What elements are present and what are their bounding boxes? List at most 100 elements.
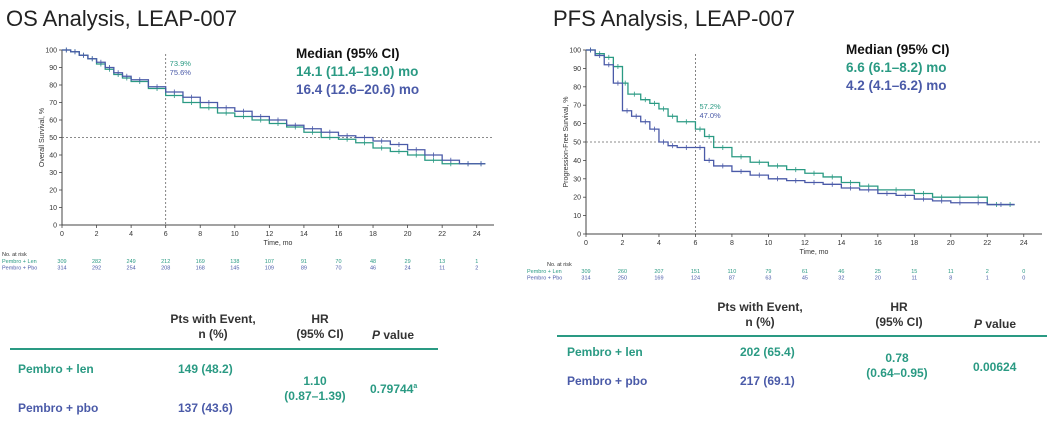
pfs-risk-value: 124 [691,276,700,282]
os-events-header-line1: Pts with Event, [170,312,256,326]
pfs-median-header: Median (95% CI) [846,42,950,57]
os-pvalue-header: P value [372,328,415,342]
pfs-row-len-events: 202 (65.4) [740,345,795,359]
pfs-row-pbo-events: 217 (69.1) [740,374,795,388]
pfs-curve-pbo [586,49,1015,206]
os-ytick-label: 90 [49,65,57,72]
os-xtick-label: 16 [335,231,343,238]
os-ytick-label: 60 [49,118,57,125]
pfs-risk-value: 20 [875,276,881,282]
os-hr-ci: (0.87–1.39) [284,389,346,403]
os-risk-row-label: Pembro + Pbo [2,266,37,272]
os-ytick-label: 30 [49,170,57,177]
pfs-landmark-label: 57.2% [699,102,721,111]
pfs-risk-value: 0 [1022,269,1025,275]
pfs-hr-value: 0.78 (0.64–0.95) [847,351,947,381]
pfs-risk-value: 309 [581,269,590,275]
pfs-table-rule [557,335,1047,337]
os-ytick-label: 10 [49,205,57,212]
os-ytick-label: 0 [53,223,57,230]
os-xtick-label: 18 [369,231,377,238]
os-pvalue: 0.79744a [370,382,417,396]
os-risk-value: 11 [439,266,445,272]
pfs-risk-value: 2 [986,269,989,275]
pfs-ytick-label: 10 [573,213,581,220]
pfs-risk-value: 79 [765,269,771,275]
pfs-risk-value: 46 [838,269,844,275]
os-risk-value: 29 [405,259,411,265]
os-hr-header-line1: HR [311,312,329,326]
os-ytick-label: 40 [49,153,57,160]
pfs-risk-row-label: Pembro + Len [527,269,562,275]
pfs-pvalue-header-text: value [982,317,1017,331]
os-risk-value: 138 [230,259,239,265]
pfs-risk-value: 32 [838,276,844,282]
pfs-ytick-label: 0 [577,232,581,239]
os-xtick-label: 6 [164,231,168,238]
os-risk-value: 70 [335,259,341,265]
pfs-ytick-label: 90 [573,66,581,73]
pfs-risk-value: 25 [875,269,881,275]
pfs-median-len: 6.6 (6.1–8.2) mo [846,60,947,75]
pfs-pvalue: 0.00624 [973,360,1016,374]
os-curve-pbo [62,49,486,165]
pfs-ytick-label: 40 [573,158,581,165]
pfs-pvalue-header: P value [974,317,1017,331]
os-risk-value: 109 [265,266,274,272]
os-row-len-label: Pembro + len [18,362,94,376]
os-xtick-label: 22 [438,231,446,238]
pfs-analysis-panel: PFS Analysis, LEAP-007 0 10 20 30 40 50 60 70 80… [527,0,1054,422]
pfs-hr-header-line1: HR [890,300,908,314]
pfs-ytick-label: 50 [573,140,581,147]
pfs-median-pbo: 4.2 (4.1–6.2) mo [846,78,947,93]
pfs-hr-header-line2: (95% CI) [875,315,923,329]
os-hr-estimate: 1.10 [303,374,327,388]
os-risk-value: 2 [475,266,478,272]
os-risk-value: 249 [127,259,136,265]
os-risk-value: 169 [196,259,205,265]
os-xtick-label: 8 [198,231,202,238]
pfs-risk-value: 0 [1022,276,1025,282]
os-landmark-label: 75.6% [170,68,192,77]
pfs-risk-value: 250 [618,276,627,282]
pfs-xtick-label: 14 [837,240,845,247]
pfs-xtick-label: 4 [657,240,661,247]
pfs-ytick-label: 30 [573,176,581,183]
os-table-rule [10,348,438,350]
os-risk-value: 314 [57,266,66,272]
os-risk-value: 70 [335,266,341,272]
os-xtick-label: 4 [129,231,133,238]
os-pvalue-footnote: a [413,383,418,390]
os-risk-value: 24 [405,266,411,272]
pfs-xtick-label: 24 [1020,240,1028,247]
os-events-header-line2: n (%) [198,327,228,341]
pfs-xtick-label: 0 [584,240,588,247]
pfs-risk-value: 45 [802,276,808,282]
pfs-ytick-label: 100 [569,48,581,55]
os-risk-value: 292 [92,266,101,272]
os-ytick-label: 50 [49,135,57,142]
os-row-pbo-events: 137 (43.6) [178,401,233,415]
os-analysis-panel: OS Analysis, LEAP-007 0 10 20 30 40 50 60 70 80 9… [2,6,494,415]
os-median-pbo: 16.4 (12.6–20.6) mo [296,82,419,97]
pfs-ytick-label: 20 [573,195,581,202]
pfs-risk-header: No. at risk [547,262,572,268]
os-ytick-label: 20 [49,188,57,195]
pfs-hr-estimate: 0.78 [885,351,909,365]
pfs-risk-value: 87 [729,276,735,282]
os-title: OS Analysis, LEAP-007 [6,6,238,31]
os-hr-header: HR (95% CI) [275,312,365,342]
pfs-xtick-label: 2 [621,240,625,247]
os-median-len: 14.1 (11.4–19.0) mo [296,64,418,79]
pfs-row-len-label: Pembro + len [567,345,643,359]
os-risk-value: 89 [301,266,307,272]
pfs-hr-ci: (0.64–0.95) [866,366,928,380]
os-risk-value: 48 [370,259,376,265]
pfs-title: PFS Analysis, LEAP-007 [553,6,796,31]
pfs-landmark-label: 47.0% [699,111,721,120]
os-risk-value: 107 [265,259,274,265]
os-pvalue-header-text: value [380,328,415,342]
pfs-xtick-label: 8 [730,240,734,247]
os-y-axis-label: Overall Survival, % [39,108,46,167]
